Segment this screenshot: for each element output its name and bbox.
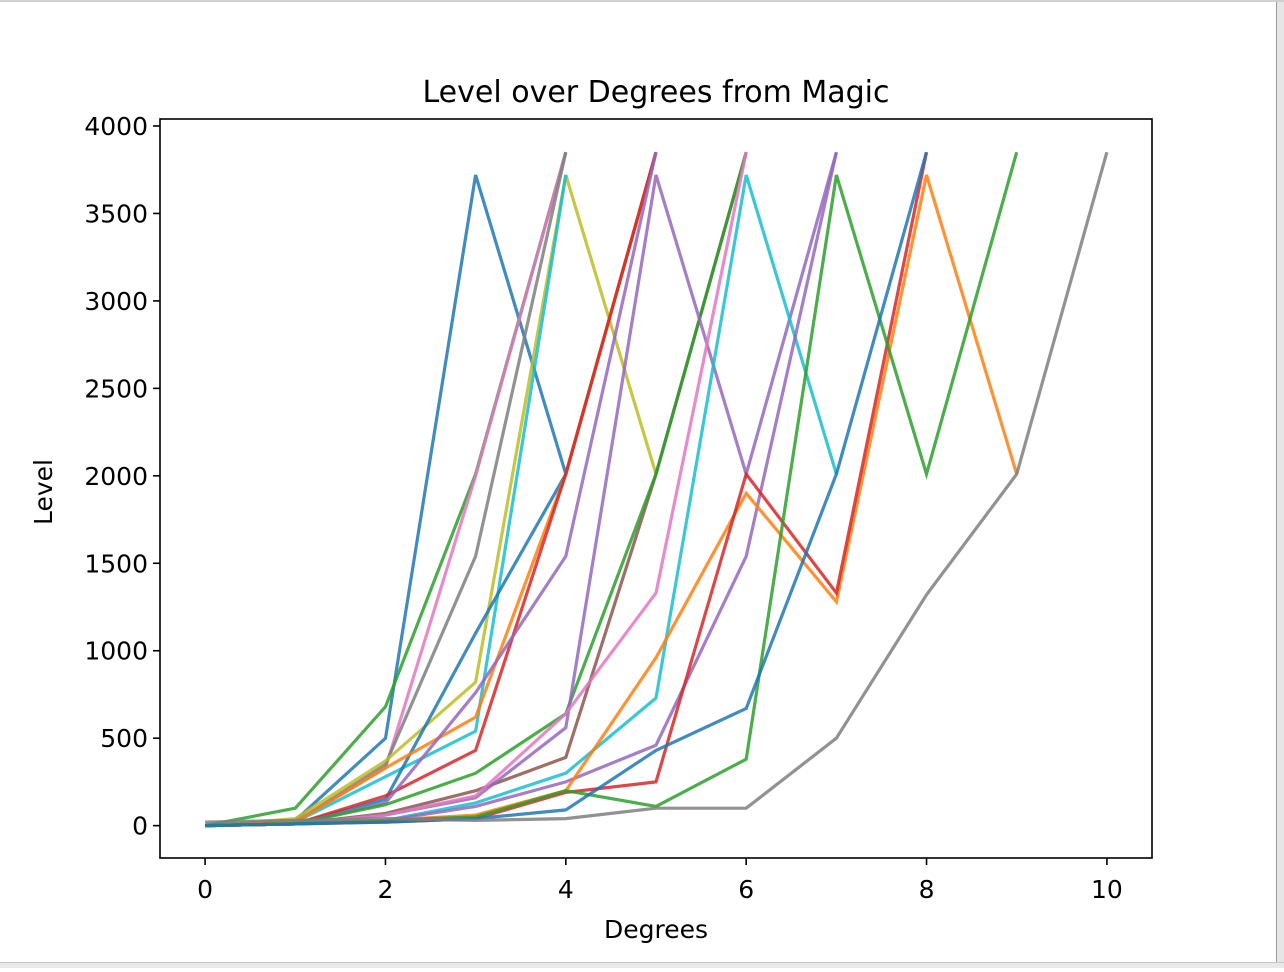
y-tick-label: 2000 [84, 462, 148, 491]
x-axis-label: Degrees [604, 915, 708, 944]
y-axis-label: Level [29, 459, 58, 525]
y-tick-label: 3500 [84, 199, 148, 228]
series-line-6 [205, 174, 568, 828]
window-right-edge [1276, 2, 1284, 968]
y-tick-label: 3000 [84, 287, 148, 316]
series-line-5 [204, 174, 658, 828]
series-layer [204, 151, 1109, 828]
series-line-4 [205, 151, 568, 828]
series-line-17 [205, 174, 1019, 828]
x-tick-label: 8 [919, 875, 935, 904]
x-tick-label: 10 [1091, 875, 1123, 904]
x-tick-label: 4 [558, 875, 574, 904]
x-axis: 0 2 4 6 8 10 [197, 858, 1123, 904]
y-axis: 0 500 1000 1500 2000 2500 3000 3500 4000 [84, 112, 160, 841]
series-line-20 [205, 151, 929, 828]
y-tick-label: 0 [132, 812, 148, 841]
y-tick-label: 1500 [84, 549, 148, 578]
window-bottom-edge [0, 962, 1284, 968]
series-line-3 [205, 151, 568, 828]
y-tick-label: 2500 [84, 374, 148, 403]
series-line-21 [205, 151, 1109, 824]
y-tick-label: 500 [100, 724, 148, 753]
y-tick-label: 1000 [84, 637, 148, 666]
series-line-2 [204, 151, 568, 828]
x-tick-label: 6 [738, 875, 754, 904]
x-tick-label: 0 [197, 875, 213, 904]
x-tick-label: 2 [378, 875, 394, 904]
chart-title: Level over Degrees from Magic [422, 75, 889, 110]
plot-area [159, 118, 1153, 859]
y-tick-label: 4000 [84, 112, 148, 141]
